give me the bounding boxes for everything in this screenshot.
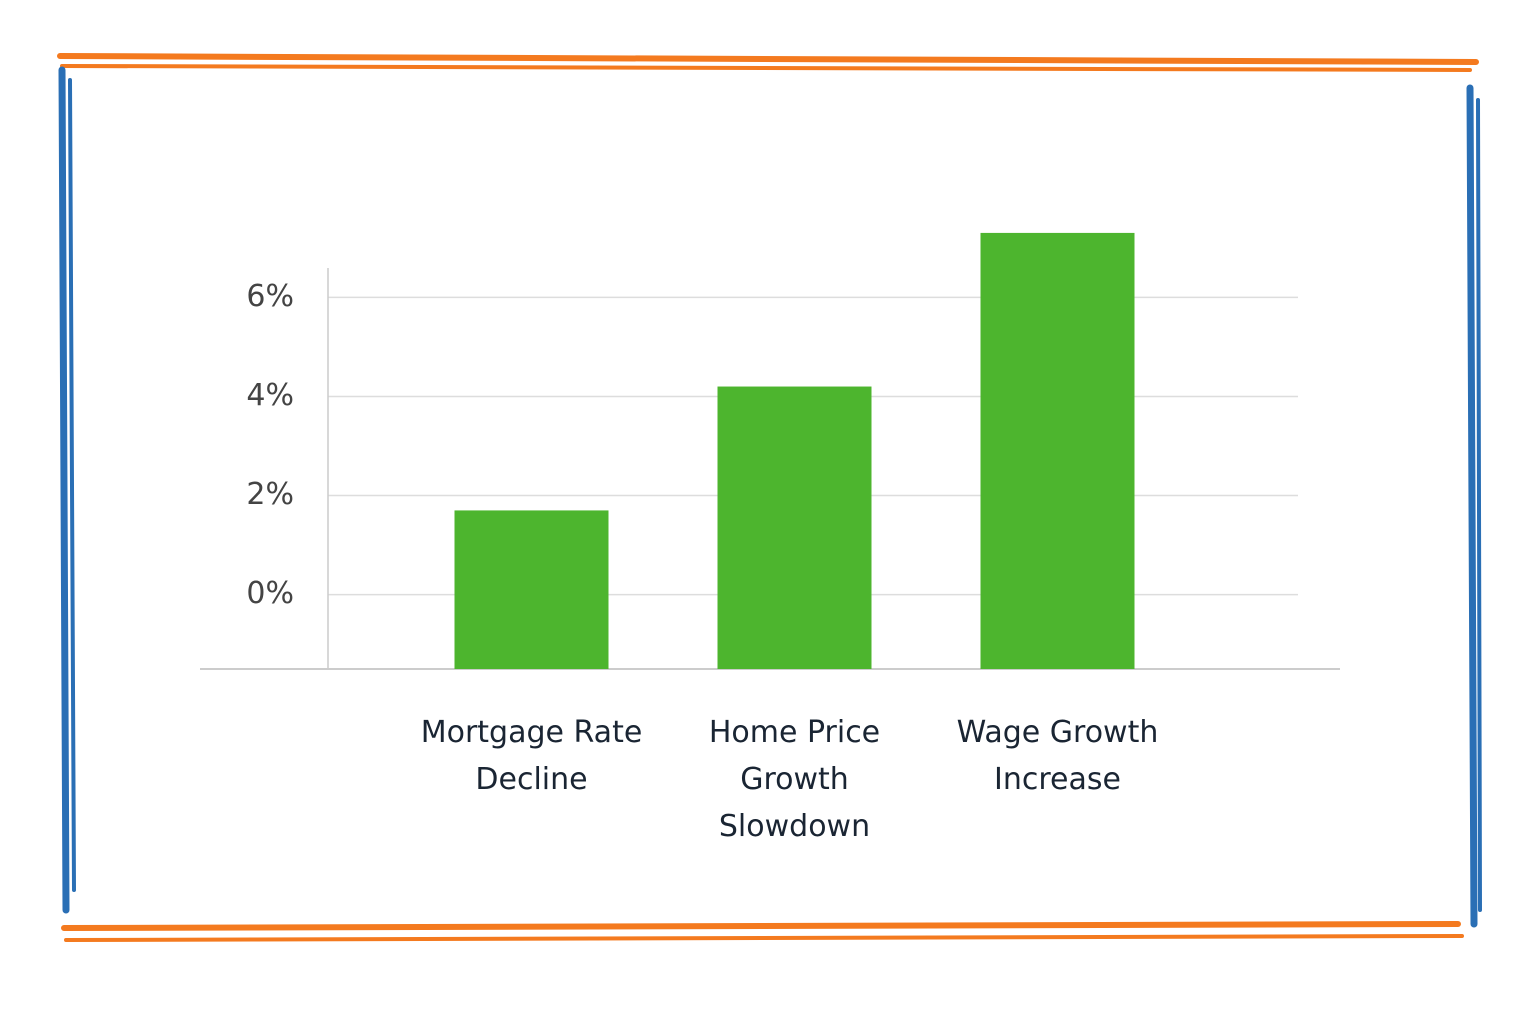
x-tick-label: Mortgage Rate Decline	[420, 715, 643, 797]
frame-top	[60, 64, 1472, 72]
x-tick-label: Home Price Growth Slowdown	[708, 715, 881, 844]
frame-right	[1466, 84, 1478, 928]
frame-top	[57, 53, 1479, 65]
frame-bottom	[64, 934, 1464, 942]
y-tick-label: 6%	[246, 279, 294, 314]
x-tick-label: Wage Growth Increase	[956, 715, 1159, 797]
frame-bottom	[61, 921, 1461, 931]
bar	[717, 386, 872, 669]
y-tick-label: 2%	[246, 477, 294, 512]
frame-left	[68, 78, 76, 892]
y-tick-label: 4%	[246, 378, 294, 413]
bar	[980, 232, 1135, 669]
bar	[454, 510, 609, 669]
frame-right	[1476, 98, 1482, 912]
frame-left	[58, 66, 70, 914]
y-tick-label: 0%	[246, 576, 294, 611]
